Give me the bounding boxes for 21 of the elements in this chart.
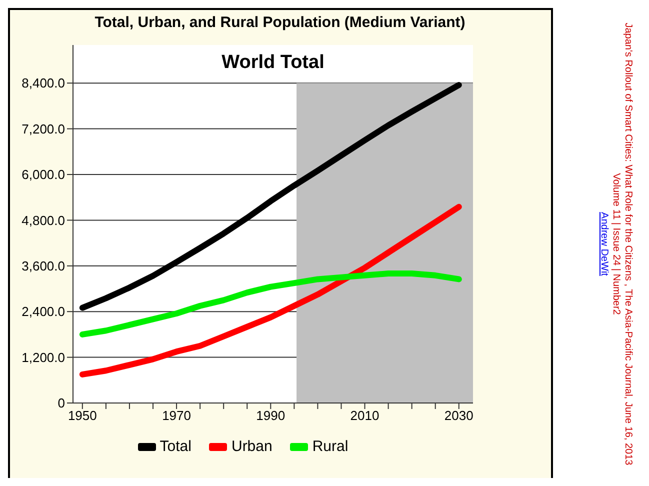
text: Japan's Rollout of Smart Cities: What Role for the Citizens , The Asia-Pacific Journal, June 16, 2013 [622,22,634,466]
chart-title: Total, Urban, and Rural Population (Medium Variant) [94,14,466,31]
x-tick-label: 2030 [444,408,474,424]
y-tick-label: 2,400.0 [22,304,65,320]
y-tick-label: 7,200.0 [22,121,65,136]
y-tick-label: 6,000.0 [22,167,65,182]
x-tick-label: 1970 [162,408,191,424]
y-tick-label: 3,600.0 [22,258,65,274]
text: Andrew DeWit [598,212,610,276]
y-tick-label: 1,200.0 [22,350,65,365]
chart-subtitle: World Total [220,52,326,74]
text: Volume 11 | Issue 24 | Number2 [610,173,622,315]
x-tick-label: 1990 [256,408,286,424]
x-tick-label: 1950 [68,408,97,424]
y-tick-label: 4,800.0 [22,212,65,228]
legend-label: Urban [231,438,272,455]
legend-label: Rural [312,438,348,455]
y-tick-label: 8,400.0 [22,76,65,91]
x-tick-label: 2010 [350,408,380,424]
legend-label: Total [160,438,192,455]
y-tick-label: 0 [58,396,65,411]
